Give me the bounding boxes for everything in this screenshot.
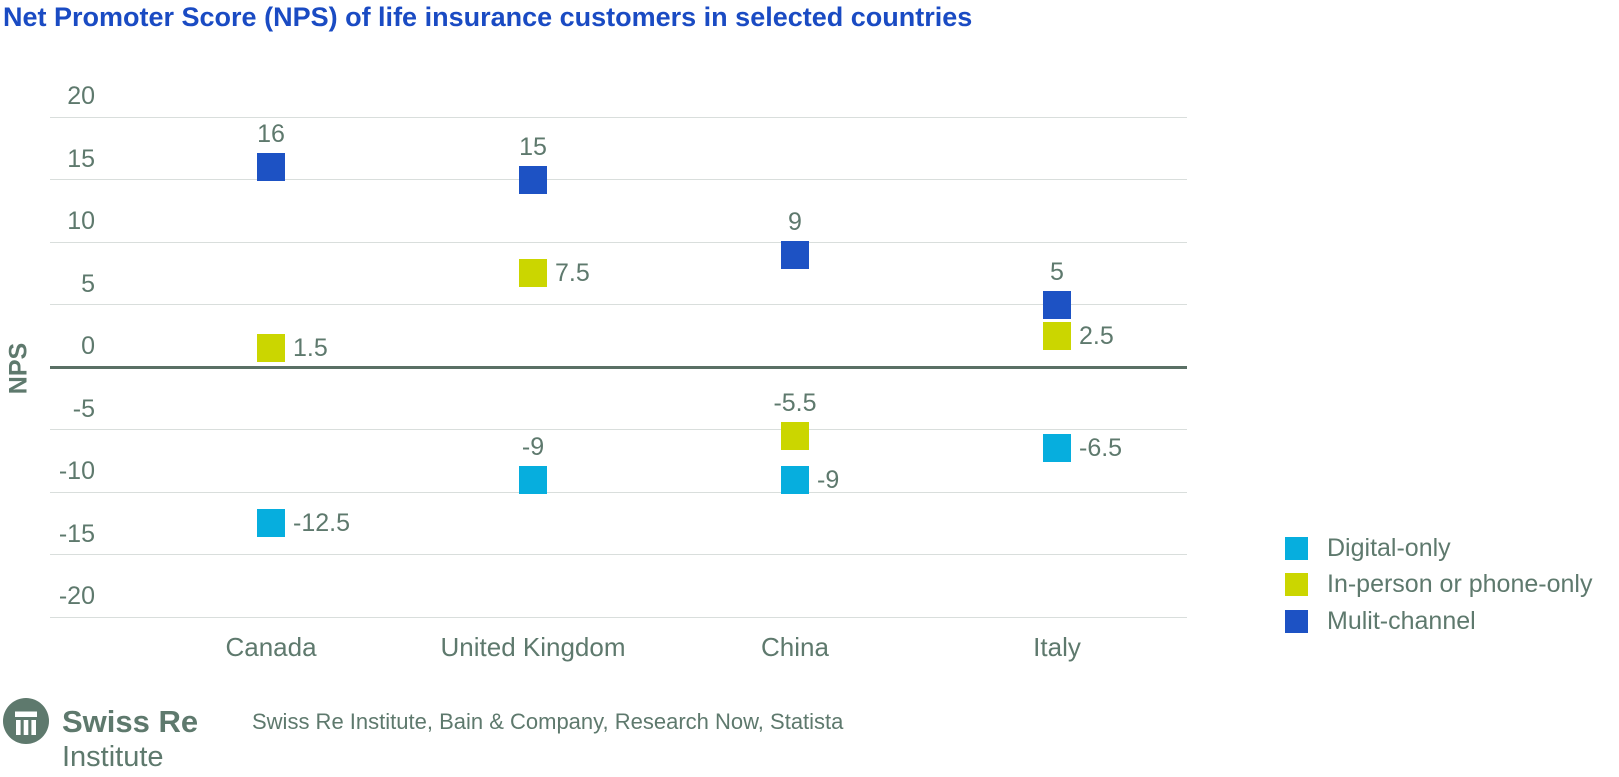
- y-tick-label: 10: [67, 207, 95, 235]
- y-tick-label: -20: [58, 582, 95, 610]
- data-label-digital-only-china: -9: [817, 465, 840, 494]
- y-tick-label: 0: [81, 332, 95, 360]
- y-tick-label: 20: [67, 82, 95, 110]
- source-text: Swiss Re Institute, Bain & Company, Rese…: [252, 709, 844, 734]
- marker-in-person-or-phone-only-united-kingdom: [519, 259, 547, 288]
- y-tick-label: -5: [72, 394, 95, 423]
- gridline: [50, 616, 1187, 618]
- y-tick-label: -15: [58, 519, 95, 548]
- zero-gridline: [50, 365, 1187, 369]
- marker-digital-only-italy: [1043, 434, 1071, 463]
- legend-swatch-mulit-channel: [1285, 609, 1308, 633]
- gridline: [50, 304, 1187, 305]
- x-axis-label-united-kingdom: United Kingdom: [440, 632, 626, 662]
- y-tick-label: 15: [67, 144, 95, 173]
- x-axis-label-italy: Italy: [1033, 632, 1081, 662]
- marker-in-person-or-phone-only-italy: [1043, 321, 1071, 350]
- legend-label-digital-only: Digital-only: [1327, 533, 1451, 562]
- legend-item-mulit-channel: Mulit-channel: [1285, 606, 1476, 635]
- marker-in-person-or-phone-only-china: [781, 421, 809, 450]
- data-label-mulit-channel-china: 9: [788, 207, 802, 236]
- legend-swatch-in-person-or-phone-only: [1285, 573, 1308, 596]
- marker-mulit-channel-china: [781, 240, 809, 269]
- marker-digital-only-china: [781, 465, 809, 494]
- data-label-in-person-or-phone-only-italy: 2.5: [1079, 321, 1114, 350]
- legend-label-mulit-channel: Mulit-channel: [1327, 606, 1476, 635]
- data-label-in-person-or-phone-only-china: -5.5: [773, 388, 817, 417]
- gridline: [50, 116, 1187, 118]
- gridline: [50, 429, 1187, 430]
- marker-mulit-channel-italy: [1043, 290, 1071, 319]
- x-axis-label-canada: Canada: [225, 632, 317, 662]
- logo-brand-text: Swiss Re: [62, 704, 199, 739]
- y-tick-label: 5: [81, 269, 95, 298]
- gridline: [50, 241, 1187, 243]
- data-label-mulit-channel-united-kingdom: 15: [519, 132, 547, 161]
- chart-title: Net Promoter Score (NPS) of life insuran…: [3, 2, 973, 32]
- marker-mulit-channel-united-kingdom: [519, 165, 547, 194]
- legend-item-digital-only: Digital-only: [1285, 533, 1451, 562]
- data-label-digital-only-italy: -6.5: [1079, 434, 1123, 463]
- legend-label-in-person-or-phone-only: In-person or phone-only: [1327, 570, 1593, 598]
- legend-item-in-person-or-phone-only: In-person or phone-only: [1285, 570, 1593, 598]
- x-axis-label-china: China: [761, 632, 829, 662]
- legend-swatch-digital-only: [1285, 536, 1308, 560]
- gridline: [50, 554, 1187, 555]
- data-label-mulit-channel-canada: 16: [257, 120, 285, 148]
- data-label-in-person-or-phone-only-united-kingdom: 7.5: [555, 259, 590, 288]
- gridline: [50, 179, 1187, 180]
- marker-digital-only-united-kingdom: [519, 465, 547, 494]
- marker-mulit-channel-canada: [257, 153, 285, 181]
- marker-digital-only-canada: [257, 509, 285, 538]
- fountain-icon: [15, 711, 37, 735]
- swiss-re-logo-icon: [3, 698, 49, 744]
- y-tick-label: -10: [58, 457, 95, 485]
- logo-institute-text: Institute: [62, 741, 164, 773]
- data-label-digital-only-canada: -12.5: [293, 509, 350, 538]
- data-label-mulit-channel-italy: 5: [1050, 257, 1064, 286]
- gridline: [50, 491, 1187, 493]
- data-label-digital-only-united-kingdom: -9: [521, 432, 545, 461]
- marker-in-person-or-phone-only-canada: [257, 334, 285, 363]
- data-label-in-person-or-phone-only-canada: 1.5: [293, 334, 328, 363]
